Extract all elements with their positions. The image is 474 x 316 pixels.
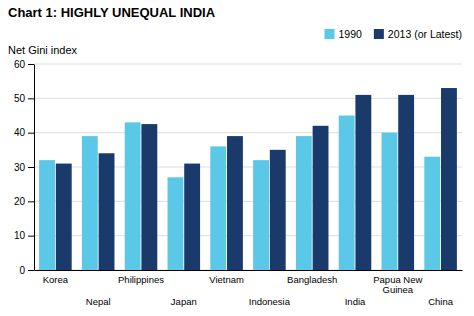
x-tick-label-line: Japan [171,296,197,307]
x-axis: Korea Nepal Philippines Japan Vietnam Indones… [35,271,463,307]
grid-line [34,201,462,202]
x-tick-label-line: Nepal [86,296,111,307]
y-tick-mark [28,236,34,237]
y-tick-label: 30 [14,162,26,173]
y-tick-mark [28,64,34,65]
x-tick-label: Nepal [86,296,111,307]
grid-line [34,98,462,99]
x-tick-label-line: Vietnam [209,274,244,285]
x-tick: Japan [171,296,197,307]
y-tick-mark [28,98,34,99]
x-tick-label: Indonesia [249,296,291,307]
legend-item: 2013 (or Latest) [374,28,462,40]
x-tick-label-line: Papua New [373,274,422,285]
x-tick-label: China [428,296,454,307]
y-tick-mark [28,201,34,202]
bar [441,88,457,270]
x-tick-label: Papua NewGuinea [373,274,422,295]
y-axis: 0 10 20 30 40 50 60 [14,59,35,276]
x-tick-label-line: Philippines [118,274,164,285]
x-tick-label: Bangladesh [287,274,337,285]
bar [99,153,115,270]
x-tick-label-line: Korea [43,274,69,285]
x-tick: Korea [43,274,69,285]
x-tick: Philippines [118,274,164,285]
y-tick: 40 [14,127,34,138]
bar [184,164,200,270]
legend-swatch [325,29,335,39]
y-tick-label: 60 [14,59,26,70]
y-tick: 60 [14,59,34,70]
x-tick-label-line: Bangladesh [287,274,337,285]
x-tick-label: Philippines [118,274,164,285]
bar [339,116,355,271]
y-tick: 10 [14,230,34,241]
bar [253,160,269,270]
grid-line [34,235,462,236]
y-tick: 0 [19,265,34,276]
bar [39,160,55,270]
grid [34,64,462,270]
x-tick-label: Vietnam [209,274,244,285]
y-tick-label: 20 [14,196,26,207]
bar [82,136,98,270]
y-tick: 20 [14,196,34,207]
x-tick-label-line: India [345,296,366,307]
x-tick: Vietnam [209,274,244,285]
bar [355,95,371,270]
bar [424,157,440,270]
y-tick: 30 [14,162,34,173]
bar [313,126,329,270]
x-tick: India [345,296,366,307]
y-tick-label: 40 [14,127,26,138]
y-tick-mark [28,270,34,271]
x-tick-label-line: China [428,296,454,307]
y-tick-label: 0 [19,265,25,276]
grid-line [34,270,462,271]
grid-line [34,167,462,168]
x-tick-label: Japan [171,296,197,307]
x-tick: Indonesia [249,296,291,307]
bar [210,146,226,270]
bar [296,136,312,270]
y-axis-line [34,65,35,271]
bar [168,177,184,270]
y-tick-label: 10 [14,230,26,241]
y-tick-label: 50 [14,93,26,104]
y-tick-mark [28,133,34,134]
bar [398,95,414,270]
bars [39,88,457,270]
title: Chart 1: HIGHLY UNEQUAL INDIA [8,5,216,20]
y-tick: 50 [14,93,34,104]
bar [125,122,141,270]
legend: 1990 2013 (or Latest) [325,28,463,40]
bar [56,164,72,270]
legend-swatch [374,29,384,39]
x-tick: Papua NewGuinea [373,274,422,295]
bar [141,124,157,270]
x-tick-label-line: Guinea [382,284,413,295]
legend-item: 1990 [325,28,363,40]
legend-label: 2013 (or Latest) [388,28,462,40]
bar [227,136,243,270]
grid-line [34,64,462,65]
x-tick: Nepal [86,296,111,307]
x-tick-label: Korea [43,274,69,285]
bar [270,150,286,270]
chart: Chart 1: HIGHLY UNEQUAL INDIA Net Gini in… [0,0,474,316]
bar [382,133,398,270]
x-tick-label-line: Indonesia [249,296,291,307]
x-tick: Bangladesh [287,274,337,285]
y-tick-mark [28,167,34,168]
y-axis-label: Net Gini index [8,44,78,56]
x-tick-label: India [345,296,366,307]
x-tick: China [428,296,454,307]
x-axis-line [35,270,463,271]
legend-label: 1990 [339,28,363,40]
grid-line [34,132,462,133]
